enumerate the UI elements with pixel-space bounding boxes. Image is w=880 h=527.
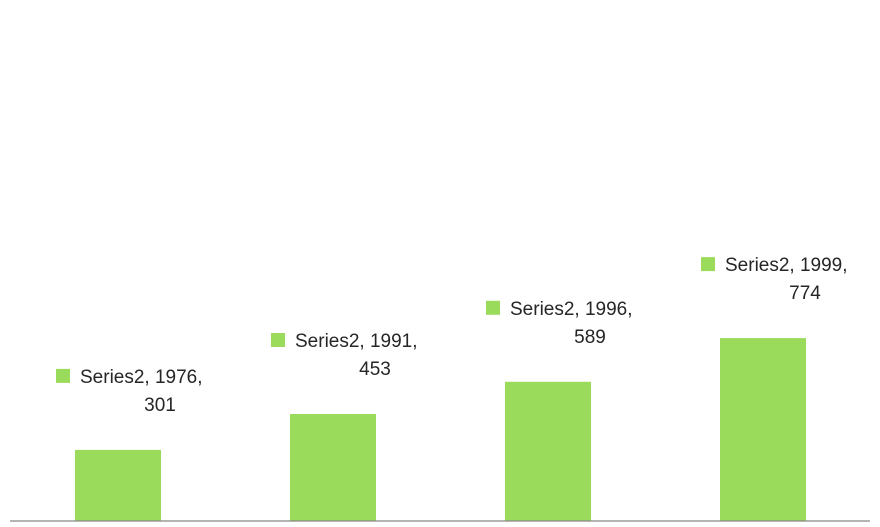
data-label-line1: Series2, 1996, <box>510 299 633 320</box>
data-label-value: 453 <box>359 359 391 380</box>
bar-1999 <box>720 338 806 521</box>
bars-group <box>75 338 806 521</box>
data-label-value: 301 <box>144 395 176 416</box>
legend-key-icon <box>701 257 715 272</box>
data-label-line1: Series2, 1999, <box>725 255 848 276</box>
legend-key-icon <box>56 368 70 383</box>
data-label-value: 774 <box>789 283 821 304</box>
data-label-1999: Series2, 1999, 774 <box>701 255 848 304</box>
data-label-line1: Series2, 1991, <box>295 331 418 352</box>
legend-key-icon <box>486 300 500 315</box>
data-label-line1: Series2, 1976, <box>80 367 203 388</box>
bar-1991 <box>290 414 376 521</box>
data-label-1976: Series2, 1976, 301 <box>56 367 203 416</box>
data-label-1991: Series2, 1991, 453 <box>271 331 418 380</box>
bar-1996 <box>505 381 591 521</box>
data-label-1996: Series2, 1996, 589 <box>486 299 633 348</box>
data-label-value: 589 <box>574 327 606 348</box>
legend-key-icon <box>271 333 285 347</box>
bar-1976 <box>75 449 161 521</box>
